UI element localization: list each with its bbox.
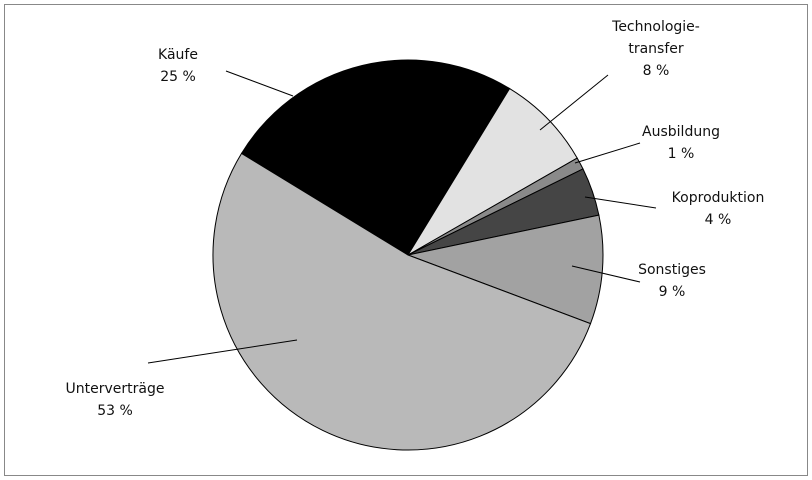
pie-slice bbox=[406, 214, 604, 325]
slice-label: Ausbildung bbox=[642, 124, 720, 140]
leader-line bbox=[225, 70, 294, 97]
slice-value-label: 53 % bbox=[97, 403, 133, 419]
leader-line bbox=[539, 74, 609, 131]
pie-slice bbox=[212, 152, 592, 451]
leader-line bbox=[574, 142, 641, 164]
pie-slice bbox=[240, 59, 511, 256]
slice-label: Koproduktion bbox=[671, 190, 765, 206]
leader-line bbox=[571, 265, 641, 283]
slice-label: Technologie- transfer bbox=[612, 19, 700, 57]
slice-value-label: 8 % bbox=[642, 63, 670, 79]
frame bbox=[4, 4, 808, 476]
slice-value-label: 25 % bbox=[160, 69, 196, 85]
slice-value-label: 9 % bbox=[658, 284, 686, 300]
leader-line bbox=[584, 196, 657, 209]
slice-value-label: 4 % bbox=[704, 212, 732, 228]
slice-label: Unterverträge bbox=[65, 381, 165, 397]
pie-slice bbox=[407, 87, 578, 256]
slice-label: Sonstiges bbox=[638, 262, 706, 278]
leader-line bbox=[147, 339, 298, 364]
slice-value-label: 1 % bbox=[667, 146, 695, 162]
slice-label: Käufe bbox=[158, 47, 198, 63]
